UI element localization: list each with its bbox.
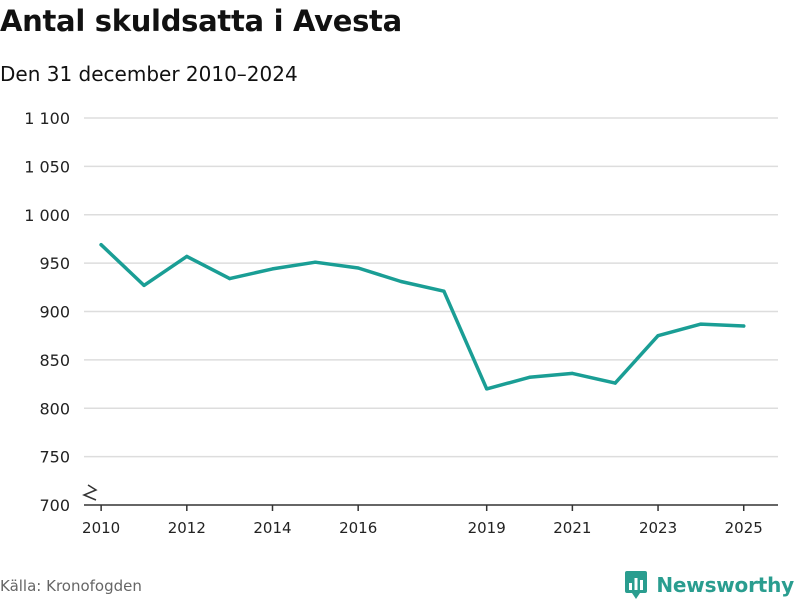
y-tick-label-950: 950 [39, 254, 70, 273]
data-point-2018 [442, 289, 446, 293]
data-point-2015 [313, 260, 317, 264]
data-point-2010 [99, 243, 103, 247]
data-point-2020 [527, 375, 532, 379]
x-tick-label-2012: 2012 [168, 519, 206, 537]
data-point-2016 [356, 266, 360, 270]
data-point-2014 [270, 267, 275, 271]
y-tick-label-800: 800 [39, 399, 70, 418]
x-tick-label-2025: 2025 [725, 519, 763, 537]
y-tick-label-750: 750 [39, 448, 70, 467]
series-line-0 [99, 242, 746, 391]
axis-break-icon [82, 484, 98, 501]
x-tick-label-2010: 2010 [82, 519, 120, 537]
brand-name: Newsworthy [656, 573, 794, 597]
data-point-2023 [656, 334, 660, 338]
x-tick-label-2019: 2019 [468, 519, 506, 537]
x-tick-label-2021: 2021 [553, 519, 591, 537]
y-tick-label-1000: 1 000 [24, 206, 70, 225]
y-tick-label-700: 700 [39, 496, 70, 515]
data-point-2017 [399, 279, 403, 284]
x-tick-label-2023: 2023 [639, 519, 677, 537]
data-point-2021 [570, 371, 574, 376]
data-point-2019 [485, 387, 489, 391]
data-point-2011 [142, 283, 146, 287]
x-tick-label-2014: 2014 [253, 519, 291, 537]
newsworthy-logo-icon [625, 571, 648, 599]
source-note: Källa: Kronofogden [0, 577, 142, 595]
data-point-2012 [185, 254, 189, 258]
line-chart: 700 750 800 850 900 950 1 000 1 050 1 100 2010 201… [24, 109, 778, 537]
y-tick-label-900: 900 [39, 303, 70, 322]
data-point-2025 [742, 324, 746, 328]
y-tick-label-1100: 1 100 [24, 109, 70, 128]
chart-title: Antal skuldsatta i Avesta [0, 4, 402, 38]
data-point-2013 [228, 277, 232, 281]
x-tick-label-2016: 2016 [339, 519, 377, 537]
data-point-2024 [699, 322, 703, 326]
brand-logo: Newsworthy [624, 570, 794, 600]
y-tick-label-1050: 1 050 [24, 157, 70, 176]
y-tick-label-850: 850 [39, 351, 70, 370]
chart-subtitle: Den 31 december 2010–2024 [0, 62, 298, 86]
data-point-2022 [613, 381, 617, 385]
